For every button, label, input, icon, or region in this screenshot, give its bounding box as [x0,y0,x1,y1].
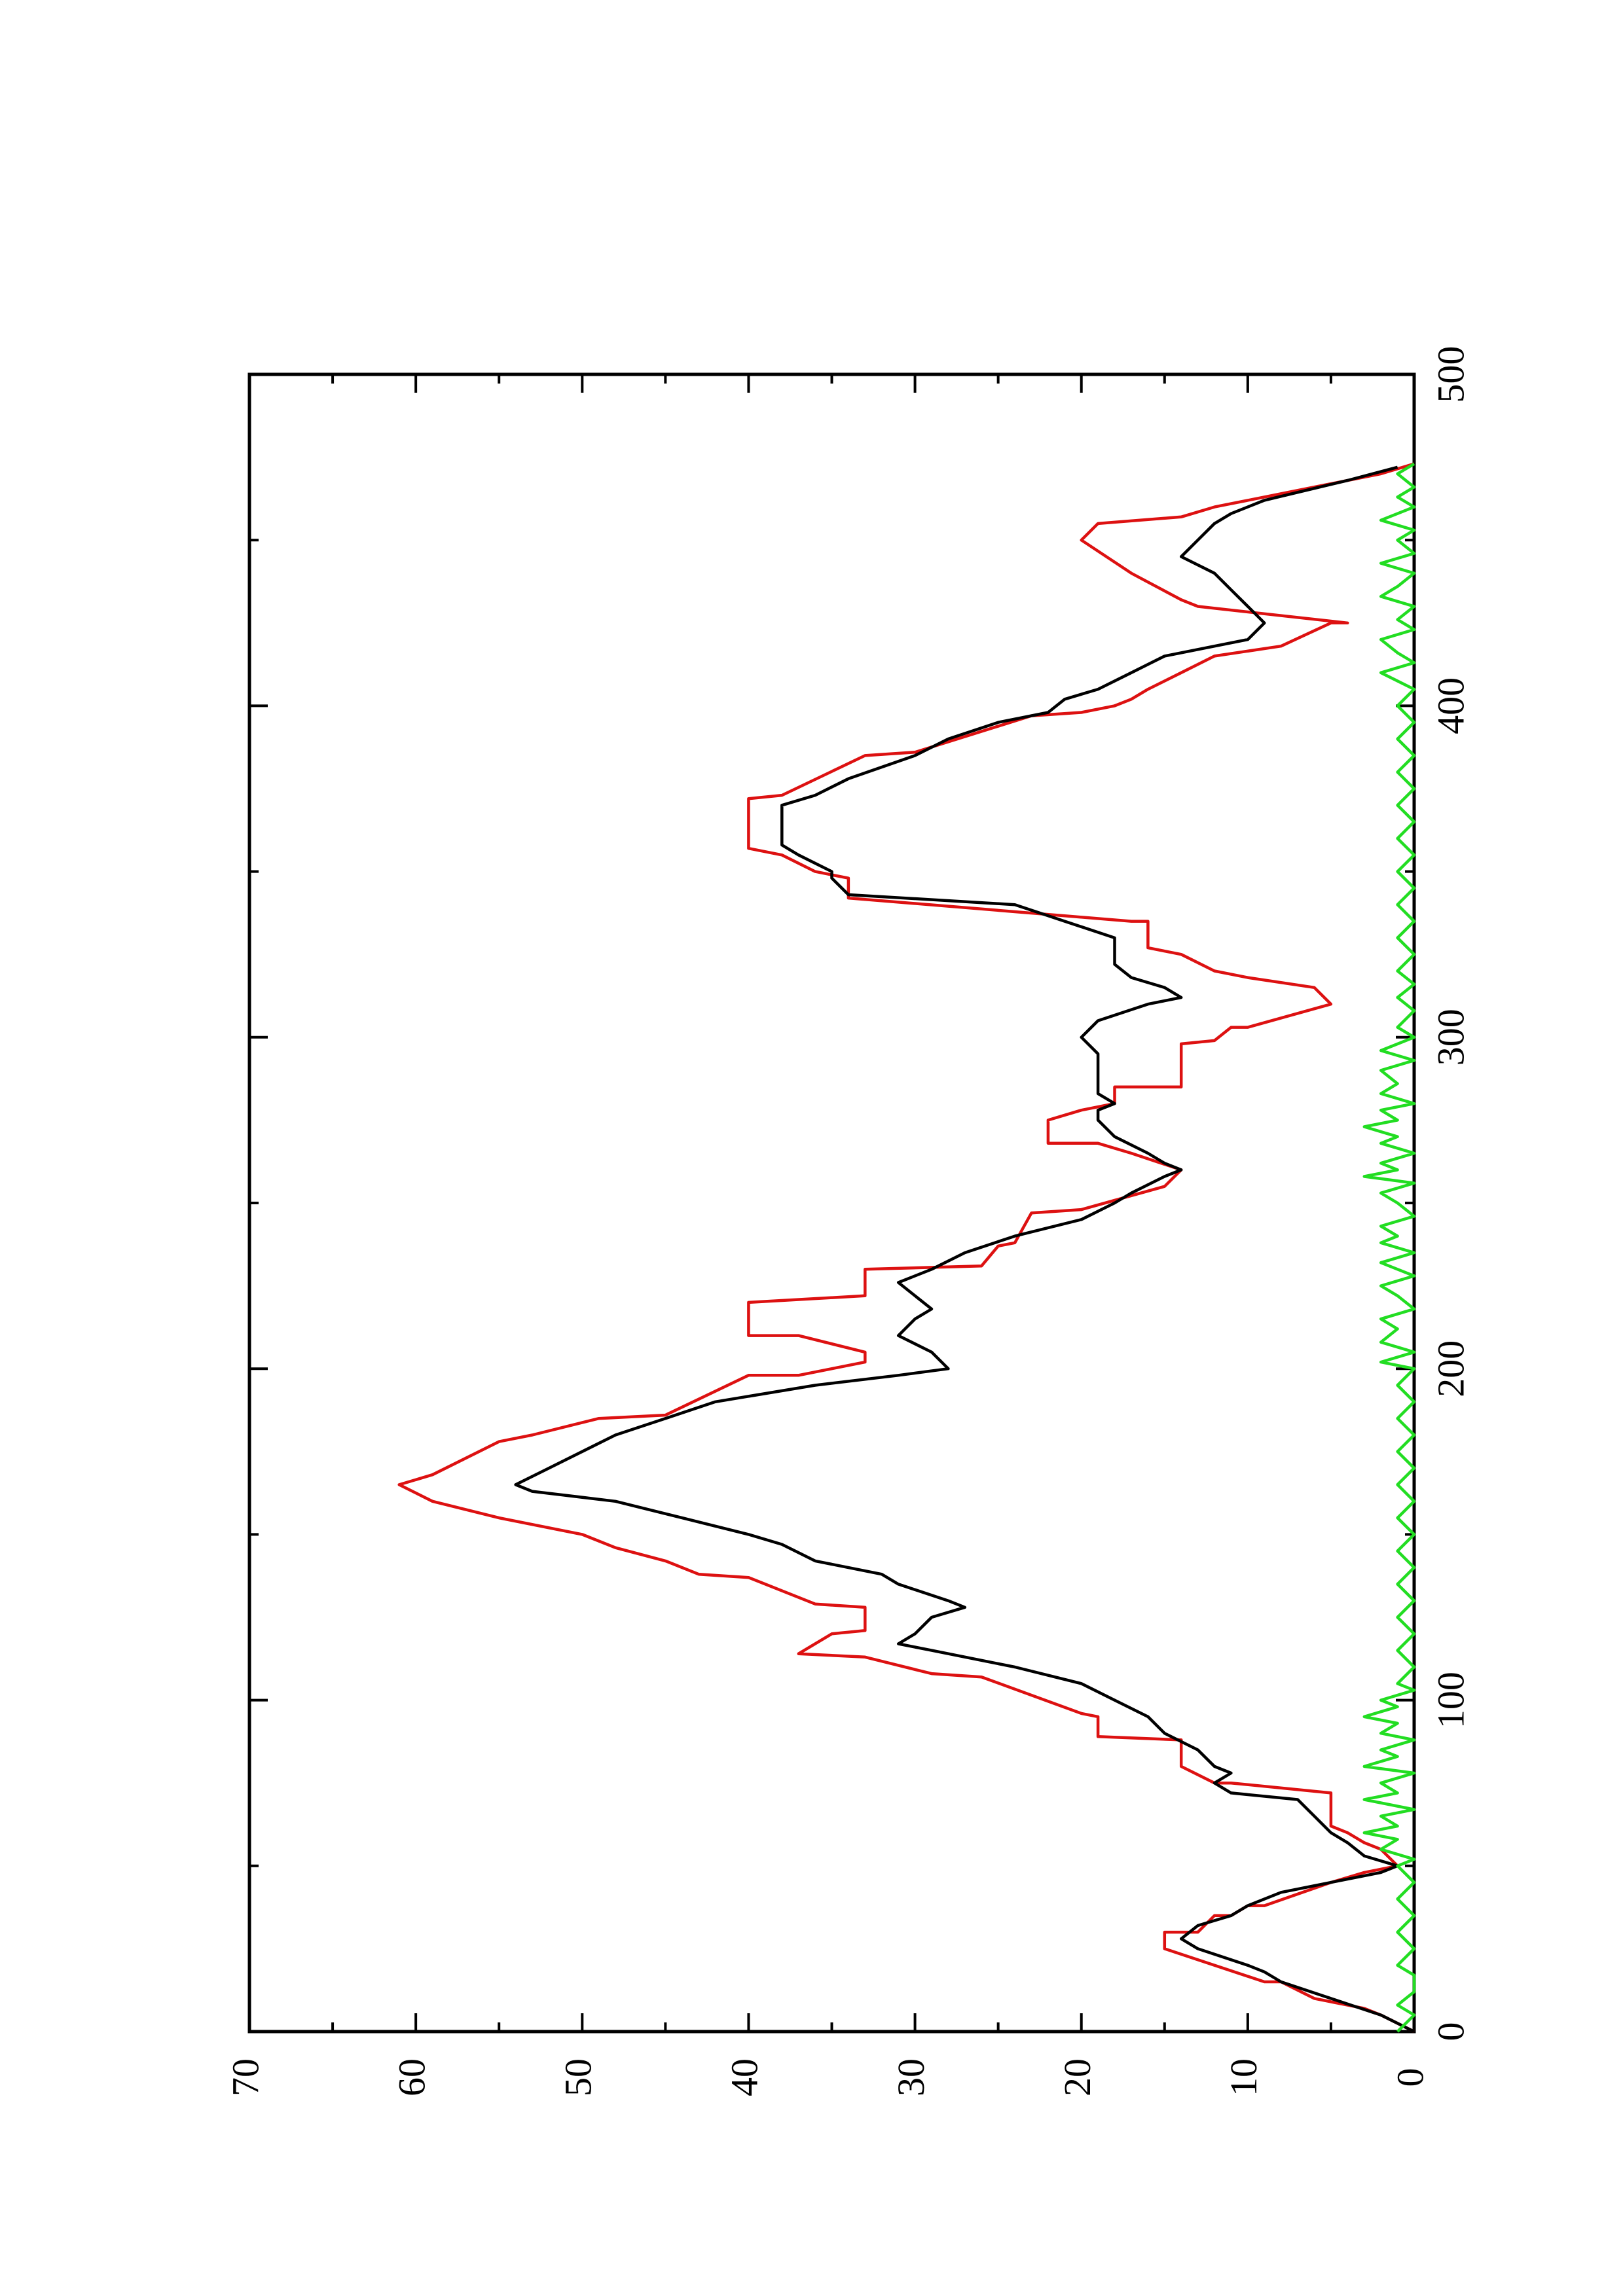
y-tick-label: 50 [557,2058,600,2096]
y-tick-label: 70 [224,2058,266,2096]
y-tick-label: 0 [1389,2068,1431,2087]
series-line-3 [1362,462,1416,2033]
x-tick-label: 100 [1429,1672,1472,1729]
series-lines [397,462,1416,2034]
x-tick-label: 500 [1429,346,1472,403]
axis-tick-labels: 0 100 200 300 400 500 0 10 20 30 40 50 60 70 [224,346,1472,2097]
y-tick-label: 40 [723,2058,766,2096]
y-tick-label: 60 [390,2058,433,2096]
axis-ticks [248,373,1415,2033]
x-tick-label: 300 [1429,1009,1472,1066]
x-tick-label: 0 [1429,2022,1472,2041]
y-tick-label: 10 [1222,2058,1265,2096]
series-line-2 [514,465,1415,2034]
x-tick-label: 200 [1429,1340,1472,1397]
y-tick-label: 20 [1056,2058,1099,2096]
y-tick-label: 30 [890,2058,932,2096]
x-tick-label: 400 [1429,677,1472,734]
